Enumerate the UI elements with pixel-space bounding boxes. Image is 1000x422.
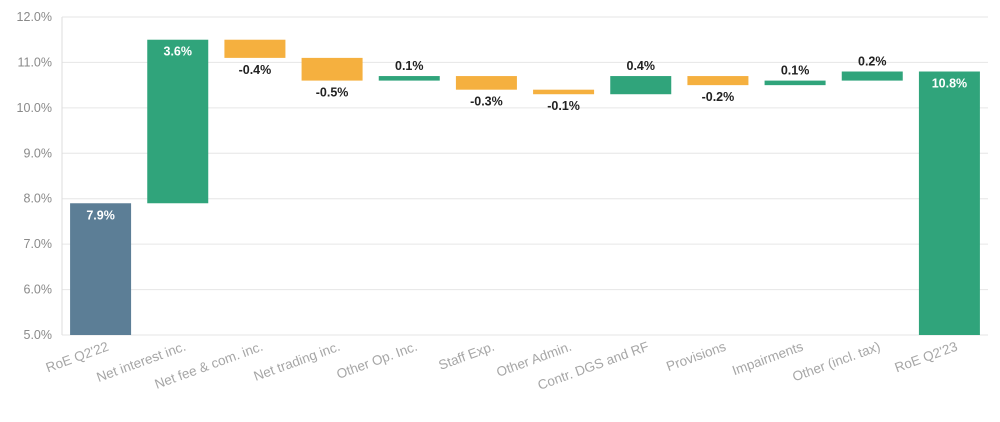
x-category-label: Other Op. Inc. bbox=[334, 339, 419, 382]
y-tick-label: 12.0% bbox=[17, 10, 52, 24]
bar bbox=[378, 76, 440, 81]
data-label: 10.8% bbox=[932, 77, 967, 91]
y-tick-label: 11.0% bbox=[17, 55, 52, 69]
y-tick-label: 5.0% bbox=[24, 328, 53, 342]
data-label: 7.9% bbox=[86, 208, 115, 222]
data-label: -0.2% bbox=[702, 90, 735, 104]
grid-lines bbox=[62, 16, 988, 336]
bars bbox=[70, 39, 980, 335]
y-axis: 5.0% 6.0% 7.0% 8.0% 9.0% 10.0% 11.0% 12.0% bbox=[17, 10, 63, 342]
bar bbox=[918, 71, 980, 335]
bar bbox=[687, 76, 749, 86]
y-tick-label: 9.0% bbox=[24, 146, 53, 160]
data-label: 3.6% bbox=[164, 45, 193, 59]
y-tick-label: 10.0% bbox=[17, 101, 52, 115]
bar bbox=[764, 80, 826, 86]
y-tick-label: 8.0% bbox=[24, 192, 53, 206]
data-label: -0.3% bbox=[470, 95, 503, 109]
bar bbox=[610, 76, 672, 95]
data-label: -0.1% bbox=[547, 99, 580, 113]
bar bbox=[70, 203, 132, 335]
bar bbox=[455, 76, 517, 90]
x-category-label: Net trading inc. bbox=[252, 339, 342, 384]
data-label: -0.4% bbox=[239, 63, 272, 77]
data-label: 0.1% bbox=[781, 64, 810, 78]
x-category-label: Staff Exp. bbox=[437, 339, 497, 373]
bar bbox=[841, 71, 903, 81]
x-category-label: Other (incl. tax) bbox=[790, 339, 882, 385]
data-labels: 7.9% 3.6% -0.4% -0.5% 0.1% -0.3% -0.1% 0.4% -0.2… bbox=[86, 45, 967, 223]
bar bbox=[147, 39, 209, 204]
bar bbox=[301, 57, 363, 81]
y-tick-label: 7.0% bbox=[24, 237, 53, 251]
x-category-label: RoE Q2'23 bbox=[893, 339, 960, 376]
bar bbox=[533, 89, 595, 95]
data-label: 0.1% bbox=[395, 59, 424, 73]
x-category-label: Provisions bbox=[664, 339, 728, 374]
y-tick-label: 6.0% bbox=[24, 283, 53, 297]
data-label: 0.2% bbox=[858, 55, 887, 69]
data-label: -0.5% bbox=[316, 86, 349, 100]
bar bbox=[224, 39, 286, 58]
data-label: 0.4% bbox=[627, 59, 656, 73]
